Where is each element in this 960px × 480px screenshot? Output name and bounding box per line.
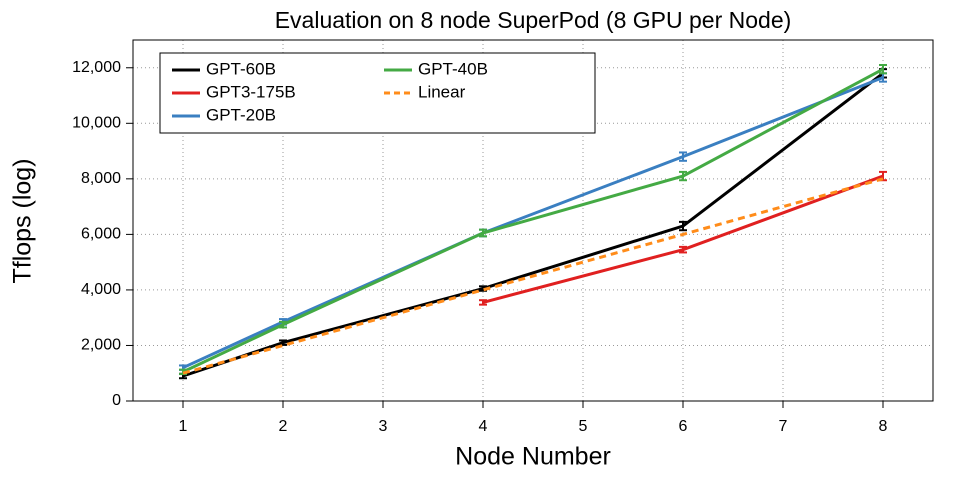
- x-axis-label: Node Number: [455, 443, 611, 471]
- x-tick-label: 1: [179, 418, 188, 435]
- error-bar: [479, 285, 487, 292]
- error-bar: [879, 63, 887, 75]
- error-bar: [279, 320, 287, 329]
- error-bar: [679, 170, 687, 182]
- series-line: [182, 177, 884, 375]
- y-tick-label: 0: [112, 392, 121, 409]
- y-tick-label: 6,000: [81, 226, 121, 243]
- y-tick-label: 2,000: [81, 337, 121, 354]
- legend-label: GPT3-175B: [206, 82, 296, 101]
- legend-label: GPT-60B: [206, 59, 276, 78]
- x-tick-label: 7: [779, 418, 788, 435]
- plot-frame: [132, 39, 934, 402]
- y-tick-label: 10,000: [72, 115, 121, 132]
- error-bar: [479, 228, 487, 238]
- legend-label: GPT-40B: [418, 59, 488, 78]
- error-bar: [679, 245, 687, 254]
- legend-label: Linear: [418, 82, 466, 101]
- error-bar: [479, 299, 487, 306]
- y-tick-label: 12,000: [72, 59, 121, 76]
- chart-title: Evaluation on 8 node SuperPod (8 GPU per…: [275, 7, 792, 33]
- y-tick-label: 4,000: [81, 281, 121, 298]
- legend-box: [159, 52, 596, 134]
- x-tick-label: 8: [879, 418, 888, 435]
- x-tick-label: 3: [379, 418, 388, 435]
- error-bar: [679, 220, 687, 232]
- legend-label: GPT-20B: [206, 105, 276, 124]
- x-tick-label: 4: [479, 418, 488, 435]
- x-tick-label: 6: [679, 418, 688, 435]
- x-tick-label: 5: [579, 418, 588, 435]
- y-tick-label: 8,000: [81, 170, 121, 187]
- y-axis-label: Tflops (log): [9, 158, 37, 283]
- error-bar: [679, 151, 687, 162]
- x-tick-label: 2: [279, 418, 288, 435]
